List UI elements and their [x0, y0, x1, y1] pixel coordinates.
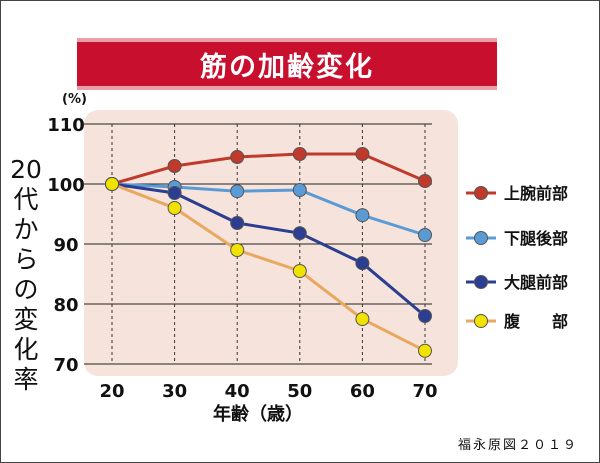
data-point	[418, 309, 432, 323]
chart-title: 筋の加齢変化	[200, 51, 374, 83]
data-point	[355, 208, 370, 223]
y-tick-label: 70	[53, 355, 78, 376]
data-point	[230, 150, 245, 164]
x-axis-label: 年齢（歳）	[213, 403, 303, 425]
data-point	[355, 312, 370, 326]
data-point	[230, 184, 245, 199]
x-tick-label: 70	[412, 381, 437, 402]
x-tick-label: 40	[225, 381, 250, 402]
series-line	[111, 152, 426, 186]
legend-marker	[474, 186, 488, 200]
x-tick-label: 30	[162, 381, 187, 402]
x-tick-label: 60	[350, 381, 375, 402]
data-point	[167, 159, 182, 173]
y-tick-label: 110	[47, 115, 85, 136]
title-banner: 筋の加齢変化	[77, 38, 497, 90]
legend-label: 腹 部	[504, 312, 568, 331]
x-tick-label: 50	[287, 381, 312, 402]
x-tick-label: 20	[99, 381, 124, 402]
y-axis-label-char: ら	[13, 245, 39, 274]
y-tick-label: 100	[47, 175, 85, 196]
legend-label: 大腿前部	[504, 273, 568, 292]
y-axis-label-char: の	[13, 275, 39, 304]
data-point	[418, 174, 432, 188]
y-axis-label: 20 代からの変化率	[6, 155, 46, 395]
series-line	[111, 182, 426, 237]
legend-marker	[474, 231, 488, 245]
data-point	[105, 177, 119, 191]
y-tick-label: 90	[53, 235, 78, 256]
data-point	[355, 147, 370, 161]
data-point	[292, 226, 307, 241]
series-line	[111, 182, 426, 353]
y-axis-label-char: 変	[13, 305, 39, 334]
data-point	[230, 216, 245, 230]
series-line	[111, 182, 426, 318]
y-axis-label-char: 率	[13, 365, 39, 394]
data-point	[167, 186, 182, 200]
legend-marker	[474, 314, 488, 328]
data-point	[292, 264, 307, 278]
data-point	[418, 343, 432, 358]
legend-label: 上腕前部	[504, 184, 568, 203]
legend-marker	[474, 275, 488, 289]
data-point	[292, 147, 307, 161]
plot-background	[84, 110, 458, 376]
y-axis-label-char: 化	[13, 335, 39, 364]
y-axis-label-char: か	[13, 215, 39, 244]
data-point	[418, 228, 432, 242]
legend-label: 下腿後部	[504, 229, 568, 248]
data-point	[292, 183, 307, 197]
data-point	[230, 243, 245, 257]
credit-text: 福永原図２０１９	[457, 438, 578, 453]
y-axis-label-char: 20	[10, 155, 42, 184]
data-point	[355, 256, 370, 271]
data-point	[167, 201, 182, 215]
y-axis-label-char: 代	[13, 185, 39, 214]
y-axis-unit: (%)	[62, 92, 87, 107]
y-tick-label: 80	[53, 295, 78, 316]
